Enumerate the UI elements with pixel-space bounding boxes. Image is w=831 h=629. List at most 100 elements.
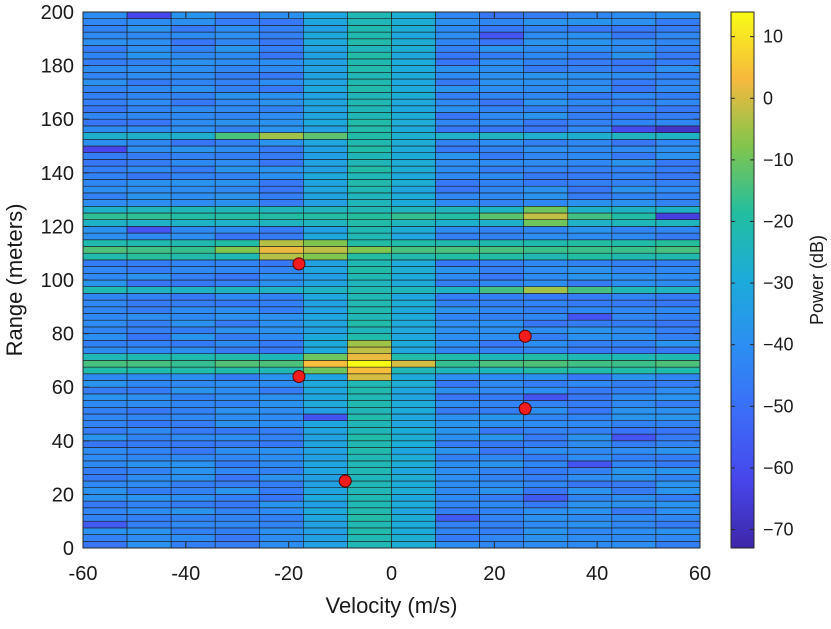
heatmap-cell: [214, 185, 260, 194]
heatmap-cell: [303, 118, 348, 127]
heatmap-cell: [82, 313, 128, 321]
heatmap-cell: [391, 226, 436, 234]
heatmap-cell: [391, 232, 436, 241]
heatmap-cell: [303, 45, 348, 53]
heatmap-cell: [523, 179, 569, 187]
heatmap-cell: [170, 527, 216, 535]
heatmap-cell: [611, 226, 657, 234]
heatmap-cell: [611, 279, 657, 287]
heatmap-cell: [126, 460, 172, 468]
heatmap-cell: [391, 319, 436, 328]
heatmap-cell: [258, 420, 304, 428]
heatmap-cell: [82, 92, 128, 100]
heatmap-cell: [611, 413, 657, 421]
heatmap-cell: [258, 386, 304, 395]
heatmap-cell: [214, 400, 260, 408]
heatmap-cell: [82, 259, 128, 267]
heatmap-cell: [126, 112, 172, 120]
heatmap-cell: [435, 51, 480, 60]
heatmap-cell: [214, 25, 260, 33]
heatmap-cell: [567, 360, 613, 368]
heatmap-cell: [611, 11, 657, 19]
heatmap-cell: [258, 226, 304, 234]
heatmap-cell: [435, 447, 480, 455]
heatmap-cell: [82, 159, 128, 167]
heatmap-cell: [258, 98, 304, 107]
heatmap-cell: [170, 45, 216, 53]
heatmap-cell: [170, 480, 216, 488]
heatmap-cell: [567, 125, 613, 133]
heatmap-cell: [126, 199, 172, 207]
heatmap-cell: [523, 172, 569, 180]
heatmap-cell: [655, 31, 701, 40]
heatmap-cell: [479, 239, 525, 247]
heatmap-cell: [567, 206, 613, 214]
heatmap-cell: [523, 45, 569, 53]
heatmap-cell: [258, 165, 304, 174]
heatmap-cell: [611, 460, 657, 468]
heatmap-cell: [435, 239, 480, 247]
heatmap-cell: [126, 25, 172, 33]
heatmap-cell: [347, 165, 392, 174]
heatmap-cell: [567, 179, 613, 187]
heatmap-cell: [303, 460, 348, 468]
heatmap-cell: [479, 514, 525, 522]
heatmap-cell: [258, 460, 304, 468]
heatmap-cell: [611, 440, 657, 448]
heatmap-cell: [435, 473, 480, 482]
heatmap-cell: [523, 279, 569, 287]
heatmap-cell: [82, 507, 128, 515]
heatmap-cell: [170, 239, 216, 247]
heatmap-cell: [82, 386, 128, 395]
heatmap-cell: [258, 118, 304, 127]
heatmap-cell: [611, 118, 657, 127]
heatmap-cell: [214, 212, 260, 220]
heatmap-cell: [391, 219, 436, 227]
heatmap-cell: [82, 11, 128, 19]
heatmap-cell: [567, 85, 613, 93]
heatmap-cell: [170, 31, 216, 40]
heatmap-cell: [347, 494, 392, 502]
heatmap-cell: [258, 212, 304, 220]
heatmap-cell: [435, 406, 480, 415]
x-tick-label: -20: [274, 563, 303, 585]
heatmap-cell: [479, 98, 525, 107]
heatmap-cell: [611, 453, 657, 462]
heatmap-cell: [611, 346, 657, 354]
heatmap-cell: [655, 433, 701, 442]
heatmap-cell: [214, 326, 260, 334]
heatmap-cell: [303, 293, 348, 301]
heatmap-cell: [655, 239, 701, 247]
heatmap-cell: [391, 406, 436, 415]
heatmap-cell: [347, 145, 392, 153]
heatmap-cell: [347, 159, 392, 167]
heatmap-cell: [655, 520, 701, 529]
heatmap-cell: [82, 406, 128, 415]
heatmap-cell: [391, 393, 436, 401]
heatmap-cell: [126, 420, 172, 428]
heatmap-cell: [347, 500, 392, 509]
heatmap-cell: [567, 38, 613, 46]
heatmap-cell: [479, 179, 525, 187]
heatmap-cell: [391, 534, 436, 542]
heatmap-cell: [567, 139, 613, 147]
heatmap-cell: [214, 380, 260, 388]
heatmap-cell: [303, 373, 348, 381]
heatmap-cell: [611, 259, 657, 267]
heatmap-cell: [567, 460, 613, 468]
heatmap-cell: [303, 232, 348, 241]
heatmap-cell: [214, 85, 260, 93]
heatmap-cell: [655, 420, 701, 428]
heatmap-cell: [258, 440, 304, 448]
heatmap-cell: [126, 159, 172, 167]
heatmap-cell: [655, 453, 701, 462]
heatmap-cell: [479, 45, 525, 53]
heatmap-cell: [479, 494, 525, 502]
heatmap-cell: [82, 494, 128, 502]
heatmap-cell: [523, 78, 569, 86]
heatmap-cell: [655, 306, 701, 314]
heatmap-cell: [479, 480, 525, 488]
heatmap-cell: [258, 467, 304, 475]
heatmap-cell: [391, 520, 436, 529]
heatmap-cell: [303, 534, 348, 542]
